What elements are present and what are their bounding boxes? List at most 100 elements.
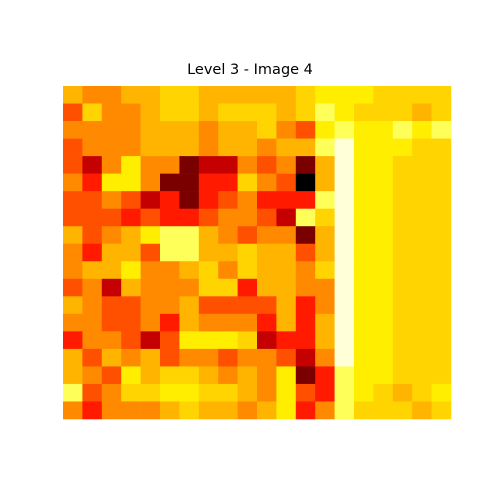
heatmap-cell-r4-c17 — [392, 156, 413, 174]
heatmap-cell-r12-c17 — [392, 296, 413, 315]
heatmap-cell-r14-c12 — [295, 331, 316, 350]
heatmap-cell-r12-c6 — [179, 296, 200, 315]
heatmap-cell-r16-c2 — [101, 366, 122, 385]
heatmap-cell-r17-c19 — [431, 383, 452, 402]
heatmap-cell-r9-c10 — [257, 243, 277, 262]
heatmap-cell-r17-c4 — [140, 383, 161, 402]
heatmap-cell-r8-c14 — [334, 226, 355, 245]
heatmap-cell-r10-c7 — [198, 261, 219, 280]
heatmap-cell-r5-c7 — [198, 173, 219, 192]
heatmap-cell-r9-c17 — [392, 243, 413, 262]
heatmap-cell-r6-c13 — [315, 191, 335, 209]
heatmap-cell-r16-c14 — [334, 366, 355, 385]
heatmap-cell-r7-c15 — [354, 208, 374, 227]
heatmap-cell-r11-c12 — [295, 278, 316, 297]
heatmap-cell-r13-c6 — [179, 313, 200, 332]
heatmap-cell-r15-c7 — [198, 348, 219, 367]
heatmap-cell-r5-c16 — [373, 173, 394, 192]
heatmap-cell-r11-c14 — [334, 278, 355, 297]
heatmap-cell-r16-c11 — [276, 366, 297, 385]
heatmap-cell-r7-c16 — [373, 208, 394, 227]
heatmap-cell-r5-c5 — [160, 173, 180, 192]
heatmap-cell-r3-c15 — [354, 138, 374, 157]
heatmap-cell-r15-c11 — [276, 348, 297, 367]
heatmap-cell-r9-c18 — [412, 243, 432, 262]
heatmap-cell-r6-c18 — [412, 191, 432, 209]
heatmap-cell-r6-c9 — [237, 191, 258, 209]
heatmap-cell-r15-c19 — [431, 348, 452, 367]
heatmap-cell-r2-c1 — [82, 121, 103, 139]
heatmap-cell-r2-c15 — [354, 121, 374, 139]
heatmap-cell-r4-c3 — [121, 156, 141, 174]
heatmap-cell-r6-c5 — [160, 191, 180, 209]
heatmap-cell-r14-c17 — [392, 331, 413, 350]
heatmap-cell-r7-c10 — [257, 208, 277, 227]
heatmap-cell-r7-c6 — [179, 208, 200, 227]
heatmap-cell-r9-c3 — [121, 243, 141, 262]
heatmap-cell-r14-c4 — [140, 331, 161, 350]
heatmap-cell-r7-c14 — [334, 208, 355, 227]
heatmap-cell-r11-c1 — [82, 278, 103, 297]
heatmap-cell-r14-c10 — [257, 331, 277, 350]
heatmap-cell-r17-c8 — [218, 383, 238, 402]
heatmap-cell-r10-c0 — [63, 261, 83, 280]
heatmap-cell-r12-c16 — [373, 296, 394, 315]
heatmap-cell-r18-c8 — [218, 401, 238, 420]
heatmap-cell-r11-c13 — [315, 278, 335, 297]
heatmap-cell-r7-c9 — [237, 208, 258, 227]
heatmap-cell-r10-c15 — [354, 261, 374, 280]
heatmap-cell-r18-c15 — [354, 401, 374, 420]
heatmap-cell-r1-c17 — [392, 103, 413, 122]
heatmap-cell-r6-c6 — [179, 191, 200, 209]
heatmap-cell-r15-c6 — [179, 348, 200, 367]
heatmap-cell-r1-c10 — [257, 103, 277, 122]
heatmap-cell-r16-c13 — [315, 366, 335, 385]
heatmap-cell-r13-c1 — [82, 313, 103, 332]
heatmap-cell-r2-c16 — [373, 121, 394, 139]
heatmap-cell-r0-c9 — [237, 86, 258, 104]
heatmap-cell-r4-c10 — [257, 156, 277, 174]
heatmap-cell-r14-c13 — [315, 331, 335, 350]
heatmap-cell-r0-c0 — [63, 86, 83, 104]
heatmap-cell-r1-c8 — [218, 103, 238, 122]
heatmap-cell-r4-c6 — [179, 156, 200, 174]
heatmap-cell-r7-c19 — [431, 208, 452, 227]
heatmap-cell-r2-c0 — [63, 121, 83, 139]
heatmap-cell-r11-c10 — [257, 278, 277, 297]
heatmap-cell-r0-c15 — [354, 86, 374, 104]
heatmap-cell-r14-c18 — [412, 331, 432, 350]
heatmap-cell-r1-c9 — [237, 103, 258, 122]
heatmap-cell-r6-c14 — [334, 191, 355, 209]
heatmap-cell-r5-c2 — [101, 173, 122, 192]
heatmap-cell-r12-c19 — [431, 296, 452, 315]
heatmap-cell-r17-c5 — [160, 383, 180, 402]
heatmap-cell-r11-c2 — [101, 278, 122, 297]
heatmap-cell-r6-c0 — [63, 191, 83, 209]
heatmap-cell-r14-c3 — [121, 331, 141, 350]
heatmap-cell-r6-c10 — [257, 191, 277, 209]
heatmap-cell-r17-c11 — [276, 383, 297, 402]
heatmap-cell-r13-c5 — [160, 313, 180, 332]
heatmap-cell-r0-c17 — [392, 86, 413, 104]
heatmap-cell-r1-c3 — [121, 103, 141, 122]
heatmap-cell-r11-c7 — [198, 278, 219, 297]
heatmap-cell-r2-c6 — [179, 121, 200, 139]
heatmap-cell-r12-c14 — [334, 296, 355, 315]
heatmap-cell-r13-c2 — [101, 313, 122, 332]
heatmap-cell-r6-c16 — [373, 191, 394, 209]
heatmap-cell-r17-c16 — [373, 383, 394, 402]
heatmap-cell-r11-c11 — [276, 278, 297, 297]
heatmap-cell-r0-c3 — [121, 86, 141, 104]
heatmap-cell-r18-c18 — [412, 401, 432, 420]
heatmap-cell-r17-c6 — [179, 383, 200, 402]
heatmap-cell-r2-c3 — [121, 121, 141, 139]
heatmap-cell-r16-c8 — [218, 366, 238, 385]
heatmap-cell-r9-c2 — [101, 243, 122, 262]
heatmap-cell-r15-c5 — [160, 348, 180, 367]
heatmap-cell-r1-c7 — [198, 103, 219, 122]
heatmap-cell-r9-c7 — [198, 243, 219, 262]
heatmap-cell-r3-c9 — [237, 138, 258, 157]
heatmap-cell-r4-c4 — [140, 156, 161, 174]
heatmap-cell-r15-c0 — [63, 348, 83, 367]
heatmap-cell-r13-c11 — [276, 313, 297, 332]
